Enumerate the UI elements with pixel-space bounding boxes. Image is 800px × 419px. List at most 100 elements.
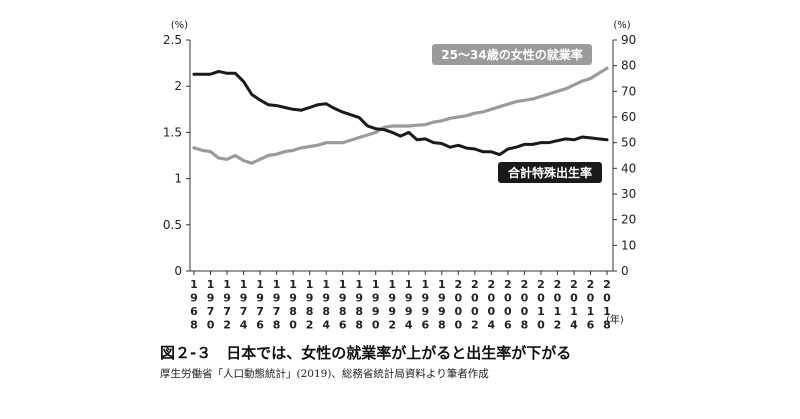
x-tick-digit: 1: [256, 278, 264, 291]
x-tick-digit: 1: [322, 278, 330, 291]
x-tick-digit: 1: [289, 278, 297, 291]
x-tick-digit: 9: [322, 292, 330, 305]
x-tick-digit: 9: [421, 292, 429, 305]
x-tick-digit: 6: [587, 319, 595, 332]
x-tick-digit: 0: [454, 292, 462, 305]
x-tick-digit: 9: [388, 305, 396, 318]
x-tick-digit: 0: [603, 292, 611, 305]
x-tick-digit: 8: [339, 305, 347, 318]
left-tick-label: 0.5: [163, 218, 182, 232]
x-tick-digit: 2: [488, 278, 496, 291]
x-tick-digit: 4: [322, 319, 330, 332]
right-tick-label: 10: [621, 238, 636, 252]
x-tick-digit: 9: [421, 305, 429, 318]
right-tick-label: 50: [621, 136, 636, 150]
x-tick-digit: 9: [223, 292, 231, 305]
x-tick-digit: 4: [240, 319, 248, 332]
x-tick-digit: 1: [603, 305, 611, 318]
x-tick-digit: 7: [240, 305, 248, 318]
label-box: [498, 162, 602, 183]
x-tick-digit: 0: [521, 305, 529, 318]
x-tick-digit: 1: [372, 278, 380, 291]
x-tick-digit: 2: [306, 319, 314, 332]
figure-caption: 図２-３ 日本では、女性の就業率が上がると出生率が下がる: [160, 344, 572, 362]
x-tick-digit: 0: [207, 319, 215, 332]
x-tick-digit: 9: [306, 292, 314, 305]
x-tick-digit: 7: [256, 305, 264, 318]
right-tick-label: 80: [621, 59, 636, 73]
x-tick-digit: 0: [454, 305, 462, 318]
x-tick-digit: 2: [537, 278, 545, 291]
x-tick-digit: 1: [570, 305, 578, 318]
x-tick-digit: 1: [339, 278, 347, 291]
x-tick-digit: 0: [372, 319, 380, 332]
left-axis-unit: (%): [171, 20, 188, 31]
x-tick-digit: 8: [289, 305, 297, 318]
x-tick-digit: 8: [521, 319, 529, 332]
x-tick-digit: 0: [521, 292, 529, 305]
x-tick-digit: 1: [240, 278, 248, 291]
x-tick-digit: 9: [355, 292, 363, 305]
x-tick-digit: 9: [405, 305, 413, 318]
x-tick-digit: 0: [504, 305, 512, 318]
x-tick-digit: 0: [570, 292, 578, 305]
right-tick-label: 60: [621, 110, 636, 124]
x-tick-digit: 4: [405, 319, 413, 332]
x-tick-digit: 9: [339, 292, 347, 305]
x-tick-digit: 1: [554, 305, 562, 318]
x-tick-digit: 9: [405, 292, 413, 305]
right-tick-label: 0: [621, 264, 629, 278]
left-tick-label: 1.5: [163, 125, 182, 139]
figure-source: 厚生労働省「人口動態統計」(2019)、総務省統計局資料より筆者作成: [160, 368, 489, 380]
x-ticks: 1968197019721974197619781980198219841986…: [190, 271, 611, 332]
x-tick-digit: 1: [388, 278, 396, 291]
x-tick-digit: 8: [322, 305, 330, 318]
x-tick-digit: 1: [273, 278, 281, 291]
left-ticks: 0 0.5 1 1.5 2 2.5: [163, 33, 190, 278]
female-employment-label: 25〜34歳の女性の就業率: [432, 44, 592, 65]
fertility-rate-line: [192, 69, 609, 157]
x-tick-digit: 2: [471, 278, 479, 291]
label-box: [432, 44, 592, 65]
x-tick-digit: 2: [471, 319, 479, 332]
x-tick-digit: 0: [289, 319, 297, 332]
label-text: 25〜34歳の女性の就業率: [441, 47, 582, 62]
x-tick-digit: 7: [207, 305, 215, 318]
x-tick-digit: 0: [488, 292, 496, 305]
x-tick-digit: 0: [537, 319, 545, 332]
x-tick-digit: 0: [537, 292, 545, 305]
x-tick-digit: 2: [388, 319, 396, 332]
x-tick-digit: 8: [306, 305, 314, 318]
x-tick-digit: 2: [504, 278, 512, 291]
x-tick-digit: 9: [438, 305, 446, 318]
left-tick-label: 2: [174, 79, 182, 93]
x-tick-digit: 8: [355, 319, 363, 332]
x-tick-digit: 9: [372, 292, 380, 305]
x-tick-digit: 6: [504, 319, 512, 332]
x-tick-digit: 1: [207, 278, 215, 291]
x-tick-digit: 9: [207, 292, 215, 305]
x-tick-digit: 8: [438, 319, 446, 332]
right-tick-label: 70: [621, 84, 636, 98]
x-tick-digit: 2: [521, 278, 529, 291]
x-tick-digit: 2: [223, 319, 231, 332]
x-tick-digit: 0: [454, 319, 462, 332]
x-tick-digit: 0: [471, 305, 479, 318]
x-tick-digit: 1: [306, 278, 314, 291]
x-tick-digit: 2: [603, 278, 611, 291]
